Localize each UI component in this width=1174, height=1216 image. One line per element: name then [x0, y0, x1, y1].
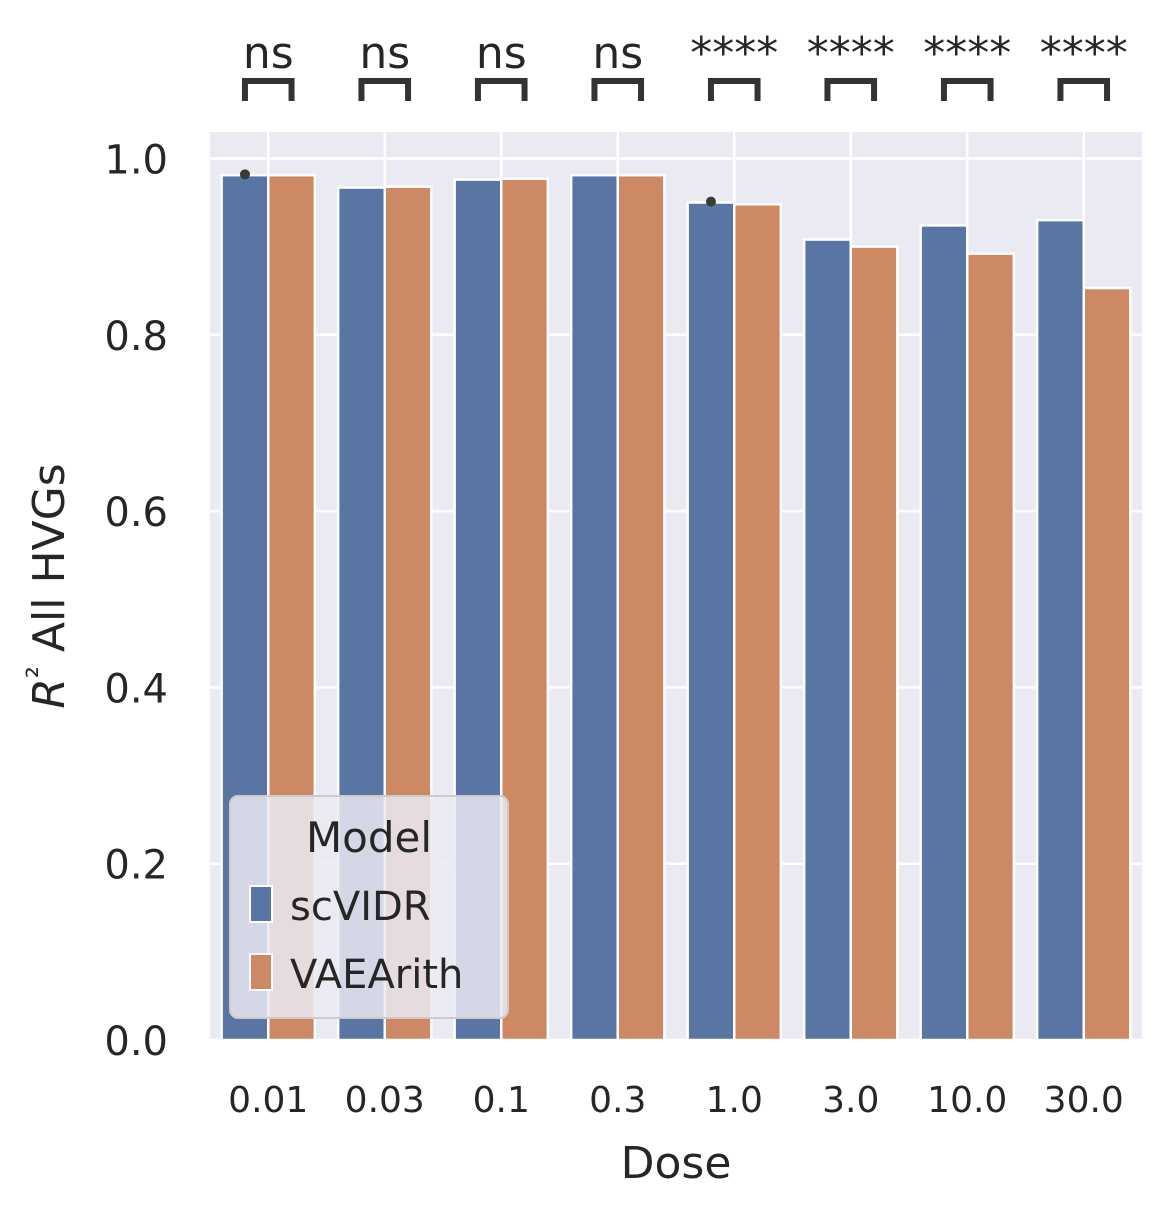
significance-label: ns [592, 28, 643, 79]
bar-vaearith-10.0 [966, 252, 1016, 1042]
significance-label: **** [690, 28, 778, 79]
bar-scvidr-1.0 [686, 201, 736, 1042]
significance-label: **** [807, 28, 895, 79]
x-axis-label: Dose [621, 1138, 732, 1189]
bar-scvidr-3.0 [802, 238, 853, 1042]
error-bar-dot [705, 196, 716, 207]
legend-box [229, 795, 509, 1019]
legend-swatch-scvidr [249, 885, 273, 923]
y-tick-label: 0.2 [104, 843, 168, 889]
y-axis-label: R² All HVGs [21, 463, 75, 708]
x-tick-label: 3.0 [822, 1080, 879, 1121]
x-tick-labels: 0.01 0.03 0.1 0.3 1.0 3.0 10.0 30.0 [228, 1080, 1124, 1121]
legend-label-vaearith: VAEArith [290, 952, 463, 998]
y-tick-label: 0.6 [104, 490, 168, 536]
bar-vaearith-0.3 [616, 173, 666, 1042]
y-tick-label: 0.4 [104, 666, 168, 712]
x-tick-label: 10.0 [927, 1080, 1007, 1121]
bar-scvidr-10.0 [919, 224, 969, 1042]
legend: Model scVIDR VAEArith [229, 795, 509, 1019]
x-tick-label: 0.01 [228, 1080, 308, 1121]
x-tick-label: 30.0 [1044, 1080, 1124, 1121]
y-tick-label: 0.8 [104, 314, 168, 360]
bar-vaearith-1.0 [733, 203, 783, 1042]
significance-bracket [358, 78, 412, 101]
significance-label: ns [243, 28, 294, 79]
y-tick-label: 0.0 [104, 1019, 168, 1065]
significance-bracket [591, 78, 645, 101]
significance-bracket [474, 78, 528, 101]
y-tick-label: 1.0 [104, 137, 168, 183]
significance-label: **** [1040, 28, 1128, 79]
x-tick-label: 0.3 [589, 1080, 646, 1121]
significance-label: ns [476, 28, 527, 79]
error-bars [239, 169, 716, 207]
bar-vaearith-30.0 [1082, 286, 1132, 1042]
bar-vaearith-0.1 [500, 177, 550, 1042]
significance-bracket [824, 78, 878, 101]
legend-label-scvidr: scVIDR [290, 884, 431, 930]
x-tick-label: 0.03 [345, 1080, 425, 1121]
bar-scvidr-30.0 [1035, 218, 1086, 1042]
bar-vaearith-3.0 [849, 245, 899, 1042]
significance-bracket [707, 78, 761, 101]
bars [220, 173, 1132, 1042]
legend-swatch-vaearith [249, 953, 273, 991]
x-tick-label: 1.0 [706, 1080, 763, 1121]
y-tick-labels: 0.0 0.2 0.4 0.6 0.8 1.0 [104, 137, 168, 1065]
significance-label: ns [359, 28, 410, 79]
significance-bracket [940, 78, 994, 101]
significance-bracket [241, 78, 295, 101]
x-tick-label: 0.1 [473, 1080, 530, 1121]
significance-bracket [1057, 78, 1111, 101]
significance-annotations: ns ns ns ns **** **** **** **** [241, 28, 1128, 101]
significance-label: **** [923, 28, 1011, 79]
legend-title: Model [306, 813, 432, 862]
bar-scvidr-0.3 [569, 173, 620, 1042]
error-bar-dot [239, 169, 250, 180]
